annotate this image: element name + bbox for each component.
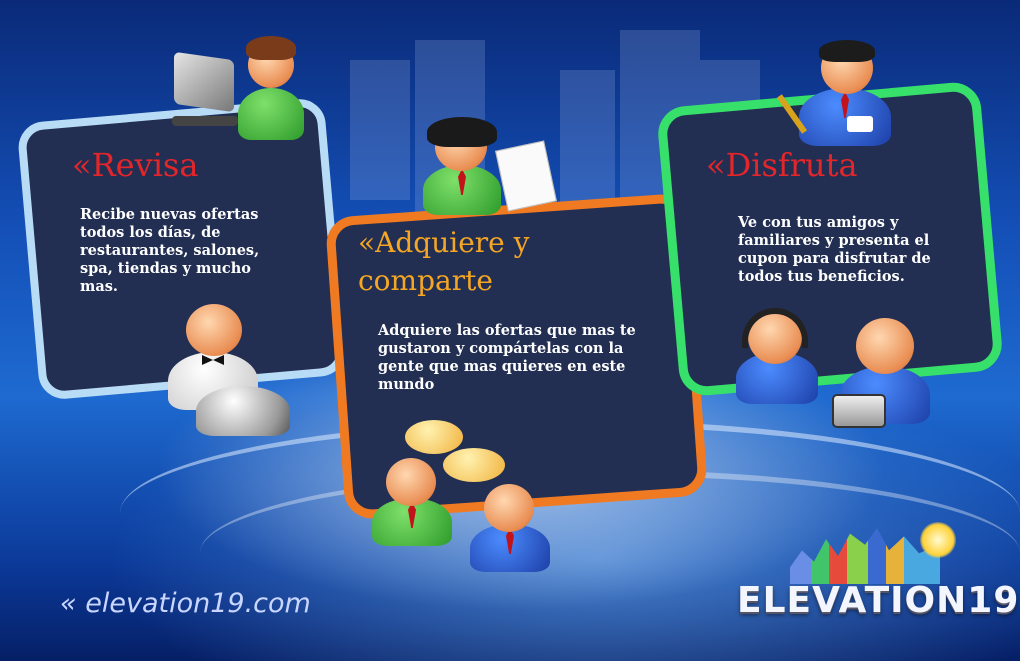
man-green-icon [370, 458, 460, 548]
waiter-icon [160, 300, 300, 440]
document-icon [495, 140, 557, 212]
cloche-icon [196, 386, 290, 436]
adquiere-title-line2: comparte [358, 264, 493, 297]
businessman-with-pen-icon [776, 40, 905, 150]
man-blue-icon [466, 484, 556, 574]
elevation19-logo [760, 520, 980, 630]
elevation19-logo-text: ELEVATION19 [737, 580, 1020, 621]
revisa-text: Recibe nuevas ofertas todos los días, de… [80, 206, 260, 295]
adquiere-text: Adquiere las ofertas que mas te gustaron… [378, 322, 636, 393]
headphones-icon [742, 308, 808, 348]
disfruta-text: Ve con tus amigos y familiares y present… [738, 214, 931, 285]
camera-icon [832, 394, 886, 428]
background-building [560, 70, 615, 220]
background-building [350, 60, 410, 200]
headphones-person-icon [732, 308, 822, 408]
badge-icon [847, 116, 873, 132]
logo-buildings-icon [790, 528, 940, 584]
sun-icon [920, 522, 956, 558]
woman-with-document-icon [405, 115, 560, 215]
speech-bubbles-icon [405, 420, 505, 482]
revisa-title: «Revisa [72, 146, 199, 184]
photographer-icon [826, 316, 936, 428]
computer-user-icon [168, 30, 308, 140]
disfruta-title: «Disfruta [706, 146, 858, 184]
adquiere-title-line1: «Adquiere y [358, 226, 530, 259]
monitor-icon [174, 51, 234, 113]
website-link[interactable]: « elevation19.com [60, 588, 311, 619]
